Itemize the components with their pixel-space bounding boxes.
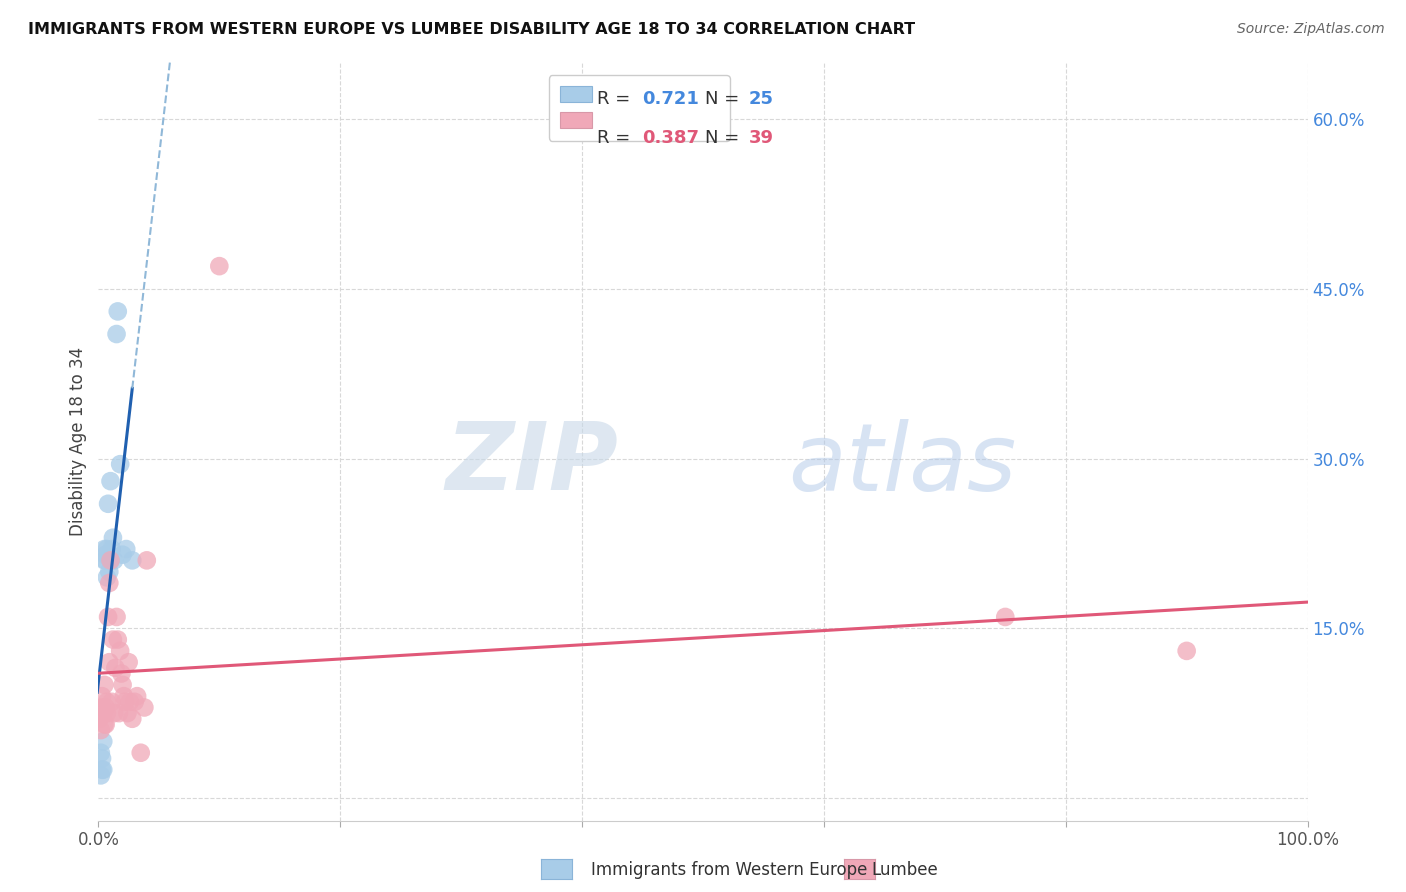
Point bbox=[994, 610, 1017, 624]
Point bbox=[103, 553, 125, 567]
Point bbox=[117, 706, 139, 720]
Point bbox=[91, 763, 114, 777]
Point bbox=[208, 259, 231, 273]
Point bbox=[100, 553, 122, 567]
Point bbox=[107, 632, 129, 647]
Point bbox=[134, 700, 156, 714]
Point bbox=[94, 717, 117, 731]
Text: 0.387: 0.387 bbox=[643, 129, 700, 147]
Point bbox=[91, 751, 114, 765]
Point bbox=[89, 712, 111, 726]
Point bbox=[112, 689, 135, 703]
Y-axis label: Disability Age 18 to 34: Disability Age 18 to 34 bbox=[69, 347, 87, 536]
Point bbox=[96, 570, 118, 584]
Text: 0.721: 0.721 bbox=[643, 90, 699, 108]
Text: 39: 39 bbox=[749, 129, 773, 147]
Point bbox=[96, 695, 118, 709]
Point bbox=[100, 695, 122, 709]
Text: 25: 25 bbox=[749, 90, 773, 108]
Point bbox=[97, 497, 120, 511]
Point bbox=[103, 706, 125, 720]
Point bbox=[98, 576, 121, 591]
Point bbox=[91, 689, 114, 703]
Point bbox=[96, 706, 118, 720]
Point bbox=[129, 746, 152, 760]
Point bbox=[108, 644, 131, 658]
Point bbox=[111, 678, 134, 692]
Point bbox=[90, 768, 112, 782]
Point bbox=[91, 700, 114, 714]
Text: N =: N = bbox=[706, 129, 745, 147]
Point bbox=[101, 531, 124, 545]
Text: R =: R = bbox=[596, 90, 636, 108]
Point bbox=[121, 712, 143, 726]
Point bbox=[118, 655, 141, 669]
Point bbox=[115, 542, 138, 557]
Point bbox=[96, 542, 118, 557]
Point bbox=[98, 565, 121, 579]
Point bbox=[121, 553, 143, 567]
Text: ZIP: ZIP bbox=[446, 418, 619, 510]
Point bbox=[101, 632, 124, 647]
Point bbox=[110, 666, 132, 681]
Text: IMMIGRANTS FROM WESTERN EUROPE VS LUMBEE DISABILITY AGE 18 TO 34 CORRELATION CHA: IMMIGRANTS FROM WESTERN EUROPE VS LUMBEE… bbox=[28, 22, 915, 37]
Point bbox=[127, 689, 149, 703]
Point bbox=[100, 553, 122, 567]
Text: Immigrants from Western Europe: Immigrants from Western Europe bbox=[591, 861, 868, 879]
Point bbox=[111, 548, 134, 562]
Point bbox=[93, 678, 115, 692]
Point bbox=[94, 553, 117, 567]
Point bbox=[91, 706, 114, 720]
Point bbox=[107, 304, 129, 318]
Point bbox=[90, 746, 112, 760]
Point bbox=[100, 542, 122, 557]
Text: Lumbee: Lumbee bbox=[872, 861, 938, 879]
Point bbox=[100, 474, 122, 488]
Point bbox=[104, 661, 127, 675]
Point bbox=[94, 700, 117, 714]
Point bbox=[97, 610, 120, 624]
Point bbox=[93, 717, 115, 731]
Text: R =: R = bbox=[596, 129, 636, 147]
Point bbox=[108, 457, 131, 471]
Point bbox=[98, 655, 121, 669]
Point bbox=[94, 548, 117, 562]
Point bbox=[1175, 644, 1198, 658]
Point bbox=[91, 734, 114, 748]
Point bbox=[93, 553, 115, 567]
Point bbox=[91, 763, 114, 777]
Text: atlas: atlas bbox=[787, 418, 1017, 510]
Point bbox=[108, 706, 131, 720]
Point bbox=[93, 542, 115, 557]
Point bbox=[90, 723, 112, 738]
Point bbox=[105, 610, 128, 624]
Point bbox=[124, 695, 146, 709]
Point bbox=[105, 326, 128, 341]
Text: Source: ZipAtlas.com: Source: ZipAtlas.com bbox=[1237, 22, 1385, 37]
Point bbox=[114, 695, 136, 709]
Text: N =: N = bbox=[706, 90, 745, 108]
Point bbox=[135, 553, 157, 567]
Legend: placeholder1, placeholder2: placeholder1, placeholder2 bbox=[548, 75, 730, 141]
Point bbox=[118, 695, 141, 709]
